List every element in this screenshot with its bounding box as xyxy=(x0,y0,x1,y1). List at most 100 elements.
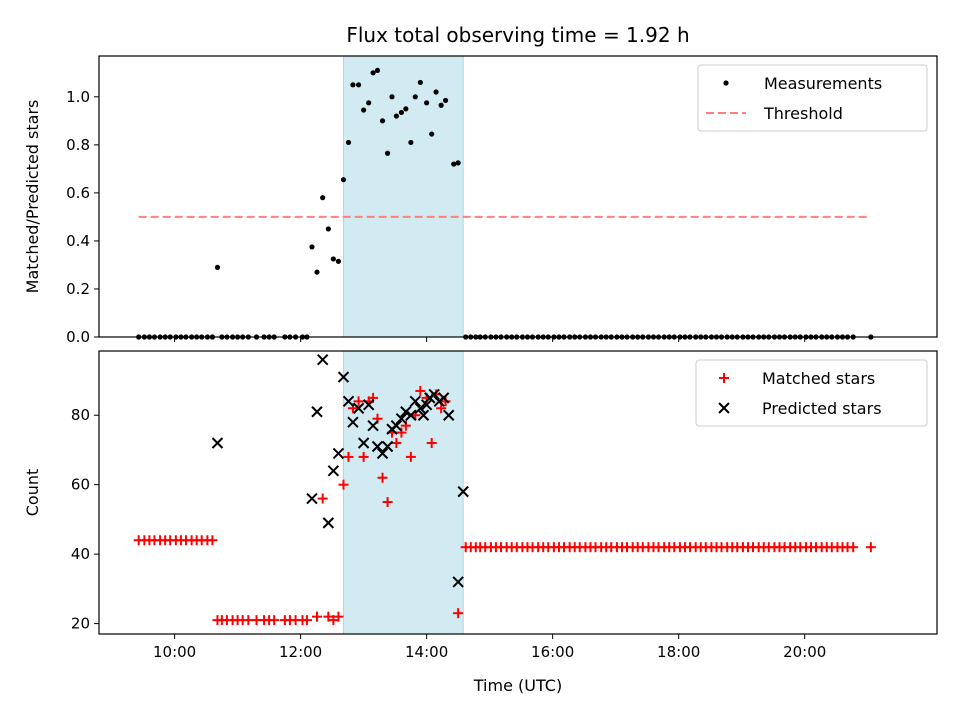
x-stroke-b xyxy=(400,406,412,418)
matched-star-point xyxy=(405,451,416,462)
top-y-ticks: 0.0 0.2 0.4 0.6 0.8 1.0 xyxy=(66,88,99,346)
measurement-point xyxy=(335,258,342,264)
measurement-point xyxy=(455,160,461,166)
chart-title: Flux total observing time = 1.92 h xyxy=(346,23,689,47)
x-stroke-b xyxy=(420,399,433,411)
predicted-star-point xyxy=(311,406,323,418)
x-stroke-b xyxy=(390,419,403,432)
x-tick-label: 12:00 xyxy=(279,643,322,661)
predicted-star-point xyxy=(405,409,417,421)
y-tick-label: 0.4 xyxy=(66,232,90,250)
matched-star-point xyxy=(848,542,859,553)
matched-star-point xyxy=(207,535,218,546)
x-stroke-b xyxy=(332,447,345,460)
x-tick-label: 14:00 xyxy=(405,643,448,661)
predicted-star-point xyxy=(409,395,422,408)
matched-star-point xyxy=(333,611,344,622)
predicted-star-point xyxy=(442,409,455,421)
matched-star-point xyxy=(343,451,354,462)
matched-stars-points xyxy=(133,385,876,626)
y-tick-label: 40 xyxy=(71,545,90,563)
measurement-point xyxy=(355,82,362,88)
measurement-point xyxy=(408,139,414,146)
highlight-span-top xyxy=(342,55,464,338)
measurement-point xyxy=(389,94,395,100)
highlight-span-bottom xyxy=(342,350,464,635)
x-stroke-b xyxy=(311,406,323,418)
measurement-point xyxy=(320,195,326,201)
predicted-star-point xyxy=(414,402,427,415)
measurement-point xyxy=(309,244,315,250)
predicted-star-point xyxy=(322,517,335,529)
measurement-point xyxy=(384,150,391,156)
top-x-ticks xyxy=(174,337,806,342)
matched-star-point xyxy=(323,611,334,622)
predicted-star-point xyxy=(347,416,359,428)
x-stroke-b xyxy=(367,419,379,432)
measurement-point xyxy=(417,79,423,86)
predicted-star-point xyxy=(395,413,408,425)
measurement-point xyxy=(403,106,409,112)
matched-star-point xyxy=(317,493,328,504)
x-stroke-b xyxy=(376,447,389,460)
predicted-star-point xyxy=(371,440,384,453)
x-stroke-b xyxy=(457,485,469,498)
x-stroke-b xyxy=(362,399,375,411)
top-legend: Measurements Threshold xyxy=(697,64,928,132)
x-stroke-b xyxy=(414,402,427,415)
predicted-star-point xyxy=(390,419,403,432)
measurement-point xyxy=(393,113,399,119)
legend-label: Predicted stars xyxy=(762,399,882,418)
predicted-star-point xyxy=(342,395,355,408)
x-stroke-b xyxy=(342,395,355,408)
x-stroke-b xyxy=(371,440,384,453)
measurement-point xyxy=(366,100,372,106)
measurement-point xyxy=(442,97,449,104)
y-tick-label: 60 xyxy=(71,476,90,494)
x-tick-label: 18:00 xyxy=(657,643,700,661)
matched-star-point xyxy=(396,427,407,438)
y-tick-label: 0.8 xyxy=(66,136,90,154)
predicted-star-point xyxy=(381,440,394,453)
matched-star-point xyxy=(865,542,876,553)
measurement-point xyxy=(438,102,444,108)
measurement-point xyxy=(350,82,356,88)
legend-handle-dot xyxy=(723,80,729,86)
x-axis-label: Time (UTC) xyxy=(473,676,562,695)
predicted-star-point xyxy=(306,492,318,505)
matched-star-point xyxy=(426,438,437,449)
predicted-star-point xyxy=(362,399,375,411)
matched-star-point xyxy=(391,438,402,449)
legend-box xyxy=(695,359,928,427)
matched-star-point xyxy=(377,472,388,483)
predicted-star-point xyxy=(211,437,224,449)
x-stroke-b xyxy=(327,465,340,477)
predicted-star-point xyxy=(357,437,370,449)
matched-star-point xyxy=(301,615,312,626)
legend-handle-x-b xyxy=(718,402,730,414)
predicted-star-point xyxy=(437,392,450,404)
predicted-star-point xyxy=(327,465,340,477)
predicted-star-point xyxy=(352,402,365,415)
x-stroke-b xyxy=(352,402,365,415)
matched-star-point xyxy=(269,615,280,626)
matched-star-point xyxy=(382,497,393,508)
x-stroke-b xyxy=(337,371,350,383)
predicted-star-point xyxy=(376,447,389,460)
y-tick-label: 20 xyxy=(71,615,90,633)
y-tick-label: 0.0 xyxy=(66,328,90,346)
x-stroke-b xyxy=(417,409,430,421)
measurement-point xyxy=(361,107,367,113)
matched-star-point xyxy=(338,479,349,490)
x-tick-label: 16:00 xyxy=(531,643,574,661)
y-tick-label: 0.6 xyxy=(66,184,90,202)
x-stroke-b xyxy=(347,416,359,428)
predicted-stars-points xyxy=(211,353,469,588)
predicted-star-point xyxy=(417,409,430,421)
x-stroke-b xyxy=(452,576,464,588)
matched-star-point xyxy=(312,611,323,622)
predicted-star-point xyxy=(367,419,379,432)
measurement-point xyxy=(412,94,418,100)
bottom-axes-frame xyxy=(98,350,938,635)
